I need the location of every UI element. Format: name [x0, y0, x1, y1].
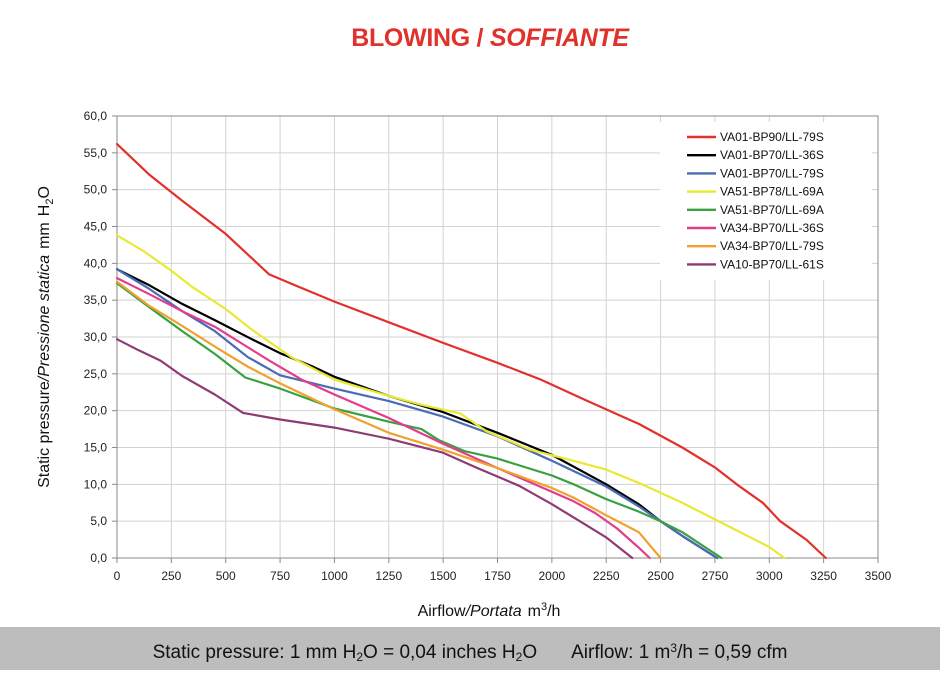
y-tick-label: 60,0 — [84, 109, 108, 123]
legend-label: VA34-BP70/LL-36S — [720, 221, 824, 235]
footer-airflow-b: /h = 0,59 cfm — [677, 642, 788, 663]
x-tick-label: 3250 — [810, 569, 837, 583]
legend-label: VA10-BP70/LL-61S — [720, 257, 824, 271]
legend-label: VA01-BP90/LL-79S — [720, 130, 824, 144]
x-tick-label: 2750 — [702, 569, 729, 583]
y-tick-label: 50,0 — [84, 183, 108, 197]
x-label-unit-sup: 3 — [541, 601, 547, 613]
y-tick-label: 35,0 — [84, 293, 108, 307]
footer-pressure-a: Static pressure: 1 mm H — [152, 642, 357, 663]
y-tick-label: 15,0 — [84, 441, 108, 455]
y-tick-label: 10,0 — [84, 477, 108, 491]
y-tick-label: 40,0 — [84, 256, 108, 270]
legend-label: VA51-BP70/LL-69A — [720, 203, 824, 217]
y-tick-label: 30,0 — [84, 330, 108, 344]
x-tick-label: 1500 — [430, 569, 457, 583]
y-tick-label: 55,0 — [84, 146, 108, 160]
y-tick-label: 0,0 — [90, 551, 107, 565]
footer-pressure-sub-b: 2 — [515, 650, 523, 664]
y-tick-label: 5,0 — [90, 514, 107, 528]
y-tick-label: 20,0 — [84, 404, 108, 418]
x-tick-label: 1250 — [375, 569, 402, 583]
series-line — [115, 282, 723, 560]
footer-pressure-sub-a: 2 — [356, 650, 364, 664]
legend-label: VA01-BP70/LL-79S — [720, 166, 824, 180]
x-tick-label: 1000 — [321, 569, 348, 583]
title-italic: SOFFIANTE — [489, 24, 629, 52]
x-tick-label: 2000 — [539, 569, 566, 583]
chart-title: BLOWING / SOFFIANTE — [0, 24, 940, 53]
y-label-unit-sub: 2 — [44, 199, 56, 205]
y-axis-label: Static pressure/Pressione statica mm H2O — [36, 186, 56, 488]
y-label-pressione-statica: Pressione statica — [36, 255, 53, 377]
title-main: BLOWING — [351, 24, 470, 52]
legend-label: VA01-BP70/LL-36S — [720, 148, 824, 162]
x-tick-label: 750 — [270, 569, 290, 583]
footer-pressure-c: O — [522, 642, 538, 663]
y-label-separator: / — [36, 375, 53, 382]
chart-area: 0 250 500 750 1000 1250 1500 1750 2000 2250 2500 27… — [36, 109, 892, 620]
x-tick-label: 3500 — [865, 569, 892, 583]
x-tick-label: 2250 — [593, 569, 620, 583]
series-lines — [115, 142, 827, 560]
x-tick-label: 250 — [161, 569, 181, 583]
y-label-unit: mm — [36, 222, 53, 249]
x-tick-label: 1750 — [484, 569, 511, 583]
x-axis-label: Airflow/Portata m3/h — [418, 601, 561, 620]
series-line — [115, 142, 827, 560]
footer-airflow-sup: 3 — [670, 641, 678, 655]
axis-ticks: 0 250 500 750 1000 1250 1500 1750 2000 2250 2500 27… — [84, 109, 892, 583]
grid-lines — [117, 116, 878, 558]
series-line — [115, 277, 651, 560]
x-tick-label: 500 — [216, 569, 236, 583]
x-tick-label: 2500 — [647, 569, 674, 583]
x-tick-label: 0 — [114, 569, 121, 583]
legend: VA01-BP90/LL-79S VA01-BP70/LL-36S VA01-BP7… — [687, 130, 824, 271]
legend-box — [660, 122, 872, 280]
legend-label: VA51-BP78/LL-69A — [720, 185, 824, 199]
x-label-airflow: Airflow — [418, 603, 466, 620]
y-tick-label: 45,0 — [84, 220, 108, 234]
footer-pressure-b: O = 0,04 inches H — [363, 642, 516, 663]
footer-airflow-a: Airflow: 1 m — [571, 642, 671, 663]
legend-label: VA34-BP70/LL-79S — [720, 239, 824, 253]
x-label-unit-end: /h — [547, 603, 560, 620]
series-line — [115, 280, 662, 560]
series-line — [115, 268, 719, 560]
y-label-unit-o: O — [36, 186, 53, 198]
y-label-unit-h: H — [36, 205, 53, 217]
title-separator: / — [469, 24, 490, 52]
series-line — [115, 234, 786, 560]
x-label-unit: m — [528, 603, 541, 620]
x-tick-label: 3000 — [756, 569, 783, 583]
x-label-portata: Portata — [470, 603, 522, 620]
series-line — [115, 338, 634, 560]
x-label-separator: / — [465, 603, 472, 620]
y-label-static-pressure: Static pressure — [36, 381, 53, 488]
y-tick-label: 25,0 — [84, 367, 108, 381]
conversion-footer: Static pressure: 1 mm H2O = 0,04 inches … — [0, 627, 940, 670]
